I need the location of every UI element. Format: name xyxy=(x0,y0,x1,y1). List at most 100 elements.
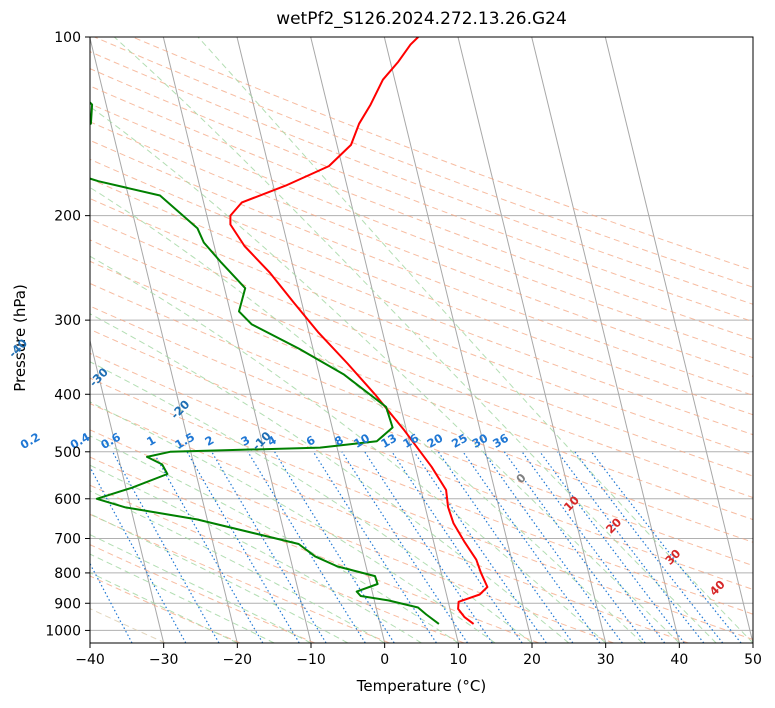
isotherm-line xyxy=(531,37,680,643)
dry-adiabat-line xyxy=(90,218,753,477)
mixing-ratio-label: 1.5 xyxy=(172,430,197,452)
moist-adiabat-label: 0 xyxy=(513,471,529,487)
dry-adiabat-line xyxy=(90,68,753,323)
moist-adiabat-line xyxy=(90,534,312,643)
moist-adiabat-line xyxy=(90,401,496,643)
dry-adiabat-line xyxy=(90,429,614,643)
dry-adiabat-label: -40 xyxy=(6,336,31,361)
isotherm-line xyxy=(90,640,91,643)
mixing-ratio-line xyxy=(90,562,133,643)
dry-adiabat-line xyxy=(90,484,465,643)
moist-adiabat-line xyxy=(90,513,349,643)
mixing-ratio-line xyxy=(274,451,395,643)
mixing-ratio-line xyxy=(437,451,574,643)
temperature-line xyxy=(229,37,489,625)
dry-adiabat-line xyxy=(90,158,753,416)
dry-adiabat-line xyxy=(90,328,753,591)
mixing-ratio-label: 13 xyxy=(378,431,399,451)
x-tick-label: 40 xyxy=(670,652,688,668)
moist-adiabat-line xyxy=(90,106,680,643)
y-tick-label: 800 xyxy=(54,566,81,582)
moist-adiabat-line xyxy=(90,464,422,643)
dry-adiabat-line xyxy=(90,282,753,543)
moist-adiabat-label: 20 xyxy=(603,515,624,536)
dry-adiabat-label: -20 xyxy=(168,397,193,422)
isotherm-line xyxy=(310,37,459,643)
x-tick-label: −10 xyxy=(296,652,326,668)
isotherm-line xyxy=(457,37,607,643)
isotherm-line xyxy=(236,37,386,643)
mixing-ratio-line xyxy=(483,451,623,643)
axes: −40 −30 −20 −10 0 10 20 30 40 5010020030040050060… xyxy=(45,30,762,668)
moist-adiabat-label: 10 xyxy=(561,493,582,514)
line-labels: -100-90-80-70-60-50-40-30-20-10010203040… xyxy=(6,336,728,599)
mixing-ratio-line xyxy=(247,451,366,643)
mixing-ratio-line xyxy=(391,451,523,643)
isotherm-line xyxy=(90,338,165,643)
mixing-ratio-line xyxy=(112,451,220,643)
mixing-ratio-line xyxy=(341,451,468,643)
x-tick-label: 20 xyxy=(523,652,541,668)
mixing-ratio-line xyxy=(211,451,327,643)
dry-adiabat-line xyxy=(90,544,315,643)
moist-adiabat-line xyxy=(90,435,459,643)
dry-adiabat-line xyxy=(90,642,91,643)
isotherm-line xyxy=(383,37,533,643)
x-tick-label: −20 xyxy=(223,652,253,668)
y-tick-label: 500 xyxy=(54,445,81,461)
mixing-ratio-label: 10 xyxy=(351,431,372,451)
dry-adiabat-line xyxy=(90,403,689,643)
moist-adiabat-line xyxy=(197,37,753,643)
mixing-ratio-line xyxy=(462,451,601,643)
mixing-ratio-label: 0.2 xyxy=(18,430,43,452)
dry-adiabat-line xyxy=(90,198,753,456)
dewpoint-line xyxy=(90,101,440,625)
dry-adiabat-line xyxy=(90,51,753,305)
y-tick-label: 900 xyxy=(54,596,81,612)
mixing-ratio-line xyxy=(364,451,493,643)
y-tick-label: 1000 xyxy=(45,623,81,639)
x-tick-label: 30 xyxy=(597,652,615,668)
x-tick-label: −40 xyxy=(75,652,105,668)
mixing-ratio-label: 20 xyxy=(424,431,445,451)
y-tick-label: 300 xyxy=(54,313,81,329)
mixing-ratio-line xyxy=(312,451,437,643)
dry-adiabat-line xyxy=(90,260,753,521)
isotherm-line xyxy=(604,37,753,643)
chart-title: wetPf2_S126.2024.272.13.26.G24 xyxy=(276,9,567,29)
sounding-lines xyxy=(90,37,489,625)
background-lines xyxy=(0,37,753,643)
plot-frame xyxy=(89,36,754,644)
mixing-ratio-label: 30 xyxy=(469,431,490,451)
isotherm-line xyxy=(90,37,238,643)
dry-adiabat-line xyxy=(90,377,753,641)
mixing-ratio-label: 4 xyxy=(265,433,279,449)
mixing-ratio-label: 36 xyxy=(490,431,511,451)
x-axis-label: Temperature (°C) xyxy=(356,677,487,695)
moist-adiabat-label: 40 xyxy=(707,577,728,598)
moist-adiabat-line xyxy=(90,553,275,643)
dry-adiabat-line xyxy=(90,85,753,341)
mixing-ratio-label: 6 xyxy=(304,433,318,449)
dry-adiabat-line xyxy=(90,513,390,643)
x-tick-label: 10 xyxy=(449,652,467,668)
y-tick-label: 100 xyxy=(54,30,81,46)
moist-adiabat-line xyxy=(113,37,717,643)
dry-adiabat-line xyxy=(90,305,753,567)
mixing-ratio-line xyxy=(503,451,646,643)
mixing-ratio-label: 25 xyxy=(449,431,470,451)
isotherm-line xyxy=(0,37,16,643)
y-tick-label: 200 xyxy=(54,209,81,225)
dry-adiabat-line xyxy=(90,139,753,396)
dry-adiabat-line xyxy=(90,608,166,643)
dry-adiabat-line xyxy=(90,456,539,643)
mixing-ratio-line xyxy=(521,451,666,643)
x-tick-label: 0 xyxy=(380,652,389,668)
dry-adiabat-line xyxy=(90,239,753,499)
y-tick-label: 400 xyxy=(54,387,81,403)
y-tick-label: 700 xyxy=(54,532,81,548)
moist-adiabat-line xyxy=(90,255,607,643)
mixing-ratio-label: 1 xyxy=(144,433,158,449)
